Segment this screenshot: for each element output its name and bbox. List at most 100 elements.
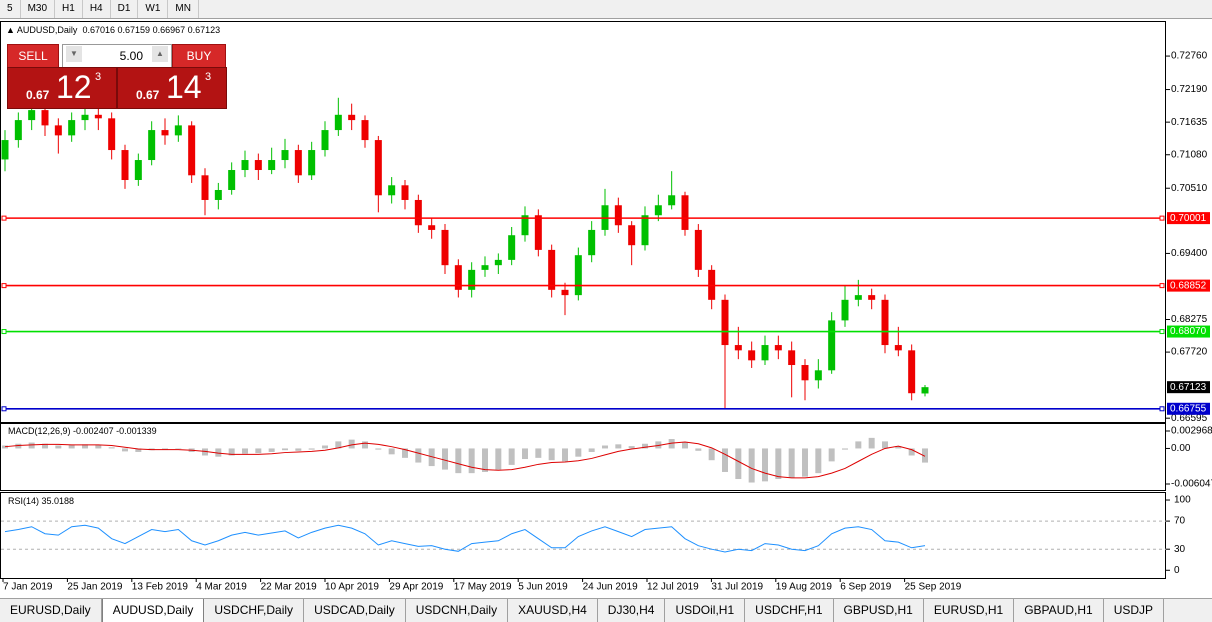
chart-tab[interactable]: USDCHF,H1 (745, 599, 834, 622)
macd-bar (882, 441, 888, 449)
macd-bar (375, 448, 382, 450)
level-label: 0.70001 (1170, 213, 1207, 224)
chart-tab[interactable]: EURUSD,Daily (0, 599, 102, 622)
chart-tabs: EURUSD,Daily AUDUSD,Daily USDCHF,Daily USDC… (0, 598, 1212, 622)
macd-bar (228, 448, 235, 456)
macd-bar (255, 448, 262, 454)
candle-body (788, 350, 796, 366)
y-tick-label: 30 (1174, 544, 1186, 555)
price-main: 14 (166, 69, 202, 105)
macd-bar (242, 448, 248, 454)
price-sup: 3 (205, 71, 212, 83)
x-tick-label: 6 Sep 2019 (840, 582, 892, 593)
macd-bar (15, 443, 22, 449)
candle-body (134, 160, 142, 181)
chart-tab[interactable]: USDCNH,Daily (406, 599, 509, 622)
timeframe-button[interactable]: 5 (0, 0, 21, 18)
price-main: 12 (56, 69, 92, 105)
y-tick-label: 0 (1174, 565, 1180, 576)
macd-bar (82, 444, 88, 449)
macd-bar (42, 443, 48, 449)
candle-body (41, 110, 49, 126)
current-price-bg (1167, 381, 1210, 394)
chart-tab[interactable]: AUDUSD,Daily (101, 599, 205, 622)
candle-body (108, 118, 116, 151)
timeframe-button[interactable]: D1 (111, 0, 139, 18)
candle-body (588, 229, 596, 256)
macd-bar (908, 448, 915, 456)
symbol: AUDUSD,Daily (16, 25, 78, 35)
macd-bar (388, 448, 395, 455)
macd-bar (922, 448, 928, 463)
chart-tab[interactable]: EURUSD,H1 (924, 599, 1015, 622)
level-handle (1159, 406, 1165, 412)
lot-value: 5.00 (119, 49, 143, 63)
y-tick-label: 0.70510 (1171, 183, 1208, 194)
macd-bar (415, 448, 422, 463)
candle-body (68, 120, 76, 136)
lot-down[interactable]: ▼ (66, 46, 82, 62)
chart-tab[interactable]: XAUUSD,H4 (508, 599, 598, 622)
candle-body (54, 125, 62, 136)
macd-bar (122, 448, 128, 452)
chart-tab[interactable]: USDJP (1104, 599, 1165, 622)
candle-body (348, 114, 356, 121)
macd-signal (4, 441, 926, 479)
candle-body (241, 160, 249, 171)
candle-body (294, 150, 302, 176)
macd-bar (535, 448, 542, 458)
macd-bar (642, 443, 648, 449)
candle-body (454, 265, 462, 290)
y-tick-label: 70 (1174, 516, 1186, 527)
candle-body (561, 289, 569, 296)
macd-bar (615, 444, 622, 449)
candle-body (121, 150, 129, 181)
chart-tab[interactable]: USDOil,H1 (665, 599, 746, 622)
candle-body (801, 365, 809, 381)
timeframe-button[interactable]: M30 (21, 0, 56, 18)
chart-tab[interactable]: USDCAD,Daily (304, 599, 406, 622)
timeframe-button[interactable]: H1 (55, 0, 83, 18)
timeframe-button[interactable]: W1 (138, 0, 169, 18)
price-sup: 3 (95, 71, 102, 83)
x-tick-label: 19 Aug 2019 (776, 582, 833, 593)
sell-price[interactable]: 0.67 12 3 (7, 67, 117, 109)
level-label-bg (1167, 402, 1210, 415)
candle-body (881, 299, 889, 346)
candle-body (854, 295, 862, 300)
macd-bar (495, 448, 502, 470)
candle-body (308, 150, 316, 176)
x-tick-label: 4 Mar 2019 (196, 582, 247, 593)
macd-bar (868, 437, 875, 449)
timeframe-button[interactable]: MN (168, 0, 199, 18)
buy-price[interactable]: 0.67 14 3 (117, 67, 227, 109)
macd-bar (762, 448, 768, 482)
chart-header: ▲ AUDUSD,Daily 0.67016 0.67159 0.66967 0… (6, 25, 221, 35)
candle-body (228, 170, 236, 190)
macd-bar (562, 448, 568, 462)
chart-tab[interactable]: GBPAUD,H1 (1014, 599, 1104, 622)
macd-bar (548, 448, 555, 461)
level-label: 0.68070 (1170, 326, 1207, 337)
x-tick-label: 25 Jan 2019 (67, 582, 122, 593)
candle-body (721, 299, 729, 346)
timeframe-button[interactable]: H4 (83, 0, 111, 18)
x-tick-label: 5 Jun 2019 (518, 582, 568, 593)
candle-body (1, 140, 9, 160)
candle-body (188, 125, 196, 176)
lot-up[interactable]: ▲ (152, 46, 168, 62)
chart-tab[interactable]: GBPUSD,H1 (834, 599, 924, 622)
chart-tab[interactable]: DJ30,H4 (598, 599, 666, 622)
level-handle (1, 215, 7, 221)
candle-body (628, 225, 636, 246)
buy-button[interactable]: BUY (172, 44, 226, 68)
chart-tab[interactable]: USDCHF,Daily (204, 599, 305, 622)
y-tick-label: 0.66595 (1171, 413, 1208, 424)
macd-bar (362, 441, 368, 449)
sell-button[interactable]: SELL (7, 44, 59, 68)
candle-body (868, 295, 876, 300)
level-label: 0.68852 (1170, 280, 1207, 291)
rsi-header: RSI(14) 35.0188 (8, 496, 74, 506)
macd-bar (735, 448, 742, 480)
